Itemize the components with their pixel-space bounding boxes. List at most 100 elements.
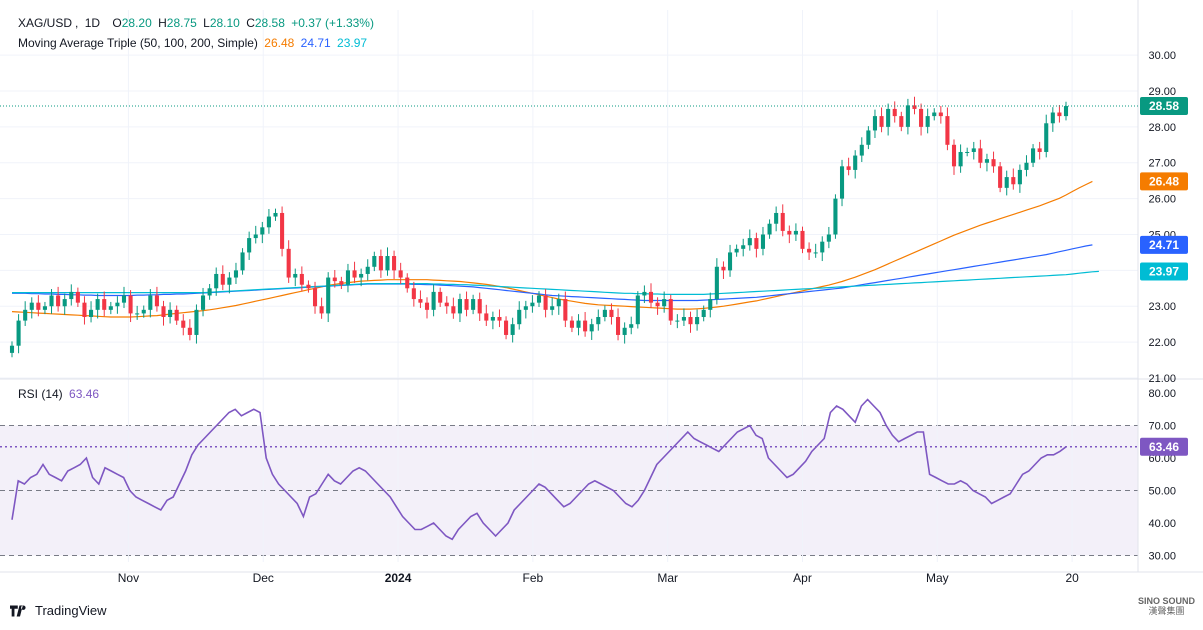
time-tick-label: Mar	[657, 571, 678, 585]
candle-body	[596, 317, 601, 325]
brand-name: TradingView	[35, 603, 107, 618]
candle-body	[260, 227, 265, 235]
candle-body	[1050, 112, 1055, 124]
candle-body	[958, 151, 963, 167]
candle-body	[253, 234, 258, 239]
candle-body	[49, 295, 54, 307]
candle-body	[1004, 177, 1009, 188]
candle-body	[919, 108, 924, 127]
candle-body	[200, 295, 206, 310]
rsi-tick-label: 80.00	[1148, 388, 1176, 400]
candle-body	[536, 295, 542, 303]
candle-body	[154, 295, 159, 307]
candle-body	[998, 166, 1003, 188]
rsi-tick-label: 40.00	[1148, 518, 1176, 530]
candle-body	[701, 309, 706, 318]
candle-body	[1024, 162, 1029, 170]
time-tick-label: Apr	[793, 571, 812, 585]
candle-body	[319, 306, 324, 314]
candle-body	[359, 273, 364, 278]
candle-body	[293, 273, 298, 278]
change-value: +0.37 (+1.33%)	[291, 16, 374, 30]
time-tick-label: 20	[1065, 571, 1079, 585]
price-labels: 28.58 26.48 24.71 23.97 63.46	[1140, 97, 1188, 456]
watermark: SINO SOUND 漢聲集團	[1138, 596, 1195, 616]
candle-body	[497, 317, 502, 321]
candle-body	[392, 256, 397, 271]
price-axis-badge	[1140, 172, 1188, 191]
candle-body	[681, 317, 686, 321]
candle-body	[464, 299, 469, 310]
candle-body	[629, 324, 634, 328]
price-axis-badge	[1140, 97, 1188, 116]
price-tick-label: 28.00	[1148, 122, 1176, 134]
interval[interactable]: 1D	[84, 16, 101, 30]
candle-body	[602, 309, 607, 318]
ma-legend[interactable]: Moving Average Triple (50, 100, 200, Sim…	[18, 36, 370, 50]
candle-body	[181, 320, 186, 328]
tradingview-footer[interactable]: TradingView	[10, 603, 107, 618]
candle-body	[187, 327, 192, 335]
candle-body	[872, 116, 878, 131]
symbol-name[interactable]: XAG/USD	[18, 16, 73, 30]
candle-body	[741, 245, 746, 249]
candle-body	[859, 144, 864, 156]
candle-body	[280, 212, 285, 249]
price-tick-label: 26.00	[1148, 194, 1176, 206]
candle-body	[747, 238, 752, 246]
candle-body	[622, 327, 627, 335]
candle-body	[102, 299, 107, 310]
candle-body	[174, 309, 179, 321]
low-value: 28.10	[209, 16, 240, 30]
rsi-axis-badge-text: 63.46	[1149, 440, 1179, 454]
candle-body	[991, 159, 996, 167]
candle-body	[925, 116, 930, 127]
high-label: H	[158, 16, 167, 30]
rsi-title: RSI (14)	[18, 387, 63, 401]
candle-body	[135, 313, 140, 315]
price-tick-label: 30.00	[1148, 50, 1176, 62]
ma200-value: 23.97	[337, 36, 368, 50]
candle-body	[576, 320, 581, 328]
candle-body	[207, 288, 212, 296]
candle-body	[879, 116, 884, 127]
candle-body	[951, 144, 957, 167]
rsi-band-background	[0, 425, 1138, 556]
candle-body	[89, 309, 94, 318]
rsi-tick-label: 70.00	[1148, 421, 1176, 433]
candle-body	[727, 252, 733, 271]
candle-body	[642, 291, 647, 296]
price-tick-label: 22.00	[1148, 337, 1176, 349]
candle-body	[266, 216, 271, 228]
candle-body	[42, 306, 47, 310]
candle-body	[438, 291, 443, 303]
candle-body	[194, 309, 199, 335]
time-tick-label: Dec	[253, 571, 274, 585]
candle-body	[826, 234, 831, 242]
rsi-legend[interactable]: RSI (14) 63.46	[18, 387, 102, 401]
candle-body	[431, 291, 436, 310]
candle-body	[569, 320, 574, 328]
price-tick-label: 27.00	[1148, 158, 1176, 170]
candle-body	[9, 345, 15, 353]
candle-body	[233, 270, 239, 278]
candle-body	[69, 291, 74, 300]
candle-body	[161, 306, 166, 318]
candle-body	[688, 317, 693, 325]
candle-body	[332, 277, 337, 282]
candle-body	[16, 320, 21, 346]
price-axis-badge	[1140, 262, 1188, 281]
open-value: 28.20	[121, 16, 152, 30]
candle-body	[227, 277, 232, 285]
candle-body	[365, 266, 370, 274]
rsi-tick-label: 50.00	[1148, 486, 1176, 498]
candle-body	[23, 309, 28, 321]
time-tick-label: May	[926, 571, 949, 585]
candle-body	[530, 302, 535, 307]
rsi-line	[0, 398, 1138, 541]
time-tick-label: Nov	[118, 571, 139, 585]
candle-body	[662, 299, 667, 307]
candle-body	[214, 273, 219, 289]
candle-body	[405, 277, 410, 289]
